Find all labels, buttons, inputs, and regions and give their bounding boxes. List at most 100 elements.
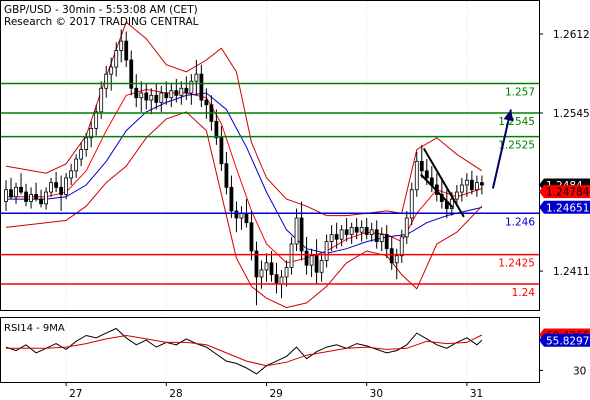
price-gridlines [65,1,468,310]
candle-0 [4,180,8,211]
candle-45 [229,175,234,219]
candle-70 [354,218,359,240]
candle-15 [79,142,84,167]
candle-43 [219,126,224,171]
candle-6 [34,182,38,202]
rsi-series-1 [6,334,483,367]
trend-annotations [420,109,514,218]
candle-68 [344,218,349,242]
candle-57 [289,236,294,275]
level-label-5: 1.24 [512,287,536,299]
level-label-1: 1.2545 [498,116,535,128]
candle-61 [309,248,314,277]
candle-76 [384,225,389,259]
support-resistance-levels: 1.257 1.2545 1.2525 1.246 1.2425 1.24 [1,82,539,299]
chart-title: GBP/USD - 30min - 5:53:08 AM (CET) [4,4,198,16]
price-panel-frame [0,0,540,311]
candle-31 [159,85,164,112]
candle-91 [459,177,464,202]
candle-22 [114,42,119,77]
candle-27 [139,81,144,112]
candle-42 [214,109,219,145]
candle-35 [179,81,184,105]
candle-20 [104,65,109,98]
candle-40 [204,88,209,119]
svg-text:55.8297: 55.8297 [546,335,589,347]
candle-39 [199,64,204,108]
candle-83 [419,144,424,178]
indicator-moving-average-1 [6,92,483,254]
level-label-2: 1.2525 [498,140,535,152]
target-arrow-shaft [491,109,512,189]
candle-59 [299,201,304,261]
candle-50 [254,241,259,306]
candle-28 [144,83,149,110]
candle-36 [184,76,189,101]
candle-52 [264,253,269,282]
candle-11 [59,175,64,211]
candle-69 [349,222,354,244]
candle-94 [474,175,479,197]
rsi-badges: 60.426655.8297 [539,328,590,347]
candle-78 [394,248,399,280]
candle-63 [319,253,324,282]
candle-24 [124,31,129,68]
candle-82 [414,151,419,197]
channel-line-0 [422,147,465,218]
candle-29 [149,88,154,115]
level-label-4: 1.2425 [498,258,535,270]
x-tick-label-4: 31 [470,388,483,400]
price-y-tick-label-3: 1.2612 [553,29,590,41]
candle-95 [479,175,484,195]
rsi-y-tick-label-0: 30 [573,365,586,377]
candle-5 [29,187,33,209]
candle-14 [74,154,79,178]
candle-53 [269,251,274,282]
candle-74 [374,220,379,249]
candle-60 [304,236,309,275]
candle-2 [14,182,18,204]
rsi-series-0 [5,327,483,375]
candle-92 [464,173,469,197]
candle-66 [334,222,339,249]
level-label-3: 1.246 [505,216,535,228]
price-y-tick-label-2: 1.2545 [553,108,590,120]
candle-26 [134,74,139,108]
candle-44 [224,151,229,195]
candle-93 [469,170,474,195]
candle-33 [169,83,174,108]
candle-9 [49,177,53,197]
time-x-axis: 27 28 29 30 31 [65,382,483,400]
candle-49 [249,210,254,261]
rsi-badge-1: 55.8297 [539,333,590,347]
price-candles [4,29,484,306]
candle-1 [9,177,13,200]
chart-subtitle: Research © 2017 TRADING CENTRAL [4,16,199,28]
candle-10 [54,172,59,193]
x-tick-label-1: 28 [169,388,182,400]
candle-34 [174,78,179,103]
candle-79 [399,229,404,263]
candle-56 [284,260,289,287]
candle-90 [454,184,459,207]
candle-71 [359,220,364,242]
candle-4 [24,183,28,207]
candle-77 [389,236,394,270]
candle-75 [379,227,384,252]
candle-67 [339,225,344,247]
candle-30 [154,83,159,110]
svg-text:1.24651: 1.24651 [546,202,589,214]
rsi-title: RSI14 - 9MA [4,323,65,334]
candle-46 [234,201,239,233]
candle-21 [109,57,114,91]
rsi-y-axis: 30 [539,365,586,377]
channel-line-1 [420,173,454,209]
price-badge-1: 1.24784 [539,185,590,199]
candle-23 [119,29,124,63]
candle-7 [39,189,43,208]
candle-80 [404,210,409,244]
candle-17 [89,121,94,148]
